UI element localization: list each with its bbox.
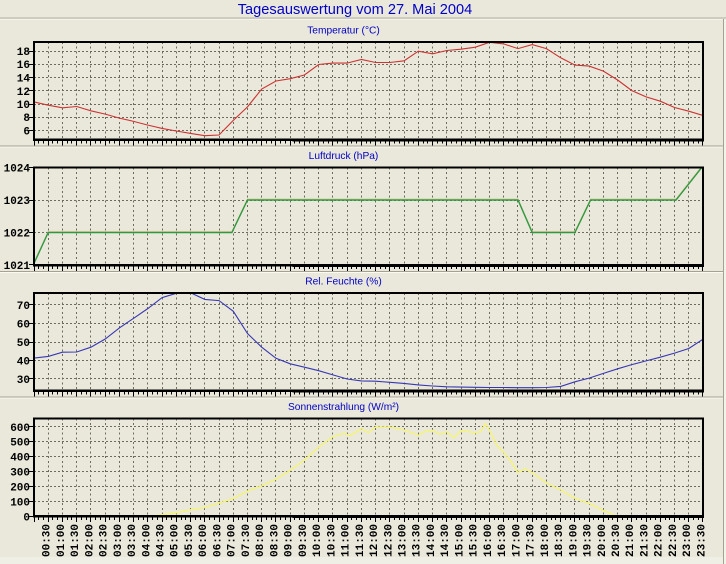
svg-text:1023: 1023 [4,196,31,208]
svg-text:14: 14 [17,74,31,86]
svg-text:07:30: 07:30 [241,524,253,557]
svg-text:500: 500 [10,438,30,450]
svg-text:09:00: 09:00 [284,524,296,557]
svg-text:22:00: 22:00 [654,524,666,557]
svg-text:15:30: 15:30 [469,524,481,557]
svg-text:1022: 1022 [4,228,30,240]
svg-text:06:30: 06:30 [212,524,224,557]
svg-text:10:30: 10:30 [326,524,338,557]
svg-text:60: 60 [17,319,30,331]
svg-text:16:30: 16:30 [497,524,509,557]
svg-text:14:30: 14:30 [440,524,452,557]
svg-text:300: 300 [10,468,30,480]
svg-text:12:00: 12:00 [369,524,381,557]
svg-text:100: 100 [10,497,30,509]
svg-text:18:30: 18:30 [554,524,566,557]
svg-text:12:30: 12:30 [383,524,395,557]
svg-text:6: 6 [23,127,30,139]
svg-text:22:30: 22:30 [668,524,680,557]
svg-text:70: 70 [17,301,30,313]
svg-text:06:00: 06:00 [198,524,210,557]
svg-text:Sonnenstrahlung (W/m²): Sonnenstrahlung (W/m²) [288,402,399,413]
svg-text:23:00: 23:00 [682,524,694,557]
svg-text:18:00: 18:00 [540,524,552,557]
svg-text:Tagesauswertung vom 27. Mai 20: Tagesauswertung vom 27. Mai 2004 [238,2,472,18]
svg-text:03:30: 03:30 [127,524,139,557]
svg-text:21:30: 21:30 [640,524,652,557]
svg-text:20:00: 20:00 [597,524,609,557]
svg-text:Temperatur (°C): Temperatur (°C) [307,26,380,37]
svg-text:07:00: 07:00 [227,524,239,557]
svg-text:01:00: 01:00 [56,524,68,557]
svg-text:Rel. Feuchte (%): Rel. Feuchte (%) [305,277,381,288]
svg-text:11:30: 11:30 [355,524,367,557]
svg-text:1024: 1024 [4,163,31,175]
svg-text:14:00: 14:00 [426,524,438,557]
svg-text:05:30: 05:30 [184,524,196,557]
svg-text:8: 8 [23,113,30,125]
svg-text:09:30: 09:30 [298,524,310,557]
svg-text:03:00: 03:00 [113,524,125,557]
svg-text:05:00: 05:00 [170,524,182,557]
svg-text:10:00: 10:00 [312,524,324,557]
svg-text:08:00: 08:00 [255,524,267,557]
svg-text:19:00: 19:00 [568,524,580,557]
svg-text:02:00: 02:00 [84,524,96,557]
svg-text:20:30: 20:30 [611,524,623,557]
svg-text:40: 40 [17,356,30,368]
svg-text:18: 18 [17,47,31,59]
svg-text:50: 50 [17,338,30,350]
svg-text:13:00: 13:00 [398,524,410,557]
svg-text:00:30: 00:30 [42,524,54,557]
svg-text:600: 600 [10,423,30,435]
svg-text:17:30: 17:30 [526,524,538,557]
svg-text:19:30: 19:30 [583,524,595,557]
svg-text:17:00: 17:00 [511,524,523,557]
svg-text:16: 16 [17,60,30,72]
svg-text:01:30: 01:30 [70,524,82,557]
svg-text:08:30: 08:30 [269,524,281,557]
svg-text:10: 10 [17,100,30,112]
svg-text:11:00: 11:00 [341,524,353,557]
svg-text:200: 200 [10,483,30,495]
svg-text:16:00: 16:00 [483,524,495,557]
svg-text:13:30: 13:30 [412,524,424,557]
svg-text:0: 0 [23,512,30,524]
svg-text:23:30: 23:30 [696,524,708,557]
svg-text:1021: 1021 [4,261,31,273]
svg-text:02:30: 02:30 [99,524,111,557]
svg-text:12: 12 [17,87,30,99]
svg-text:04:00: 04:00 [141,524,153,557]
svg-text:400: 400 [10,453,30,465]
svg-text:30: 30 [17,375,30,387]
svg-text:Luftdruck (hPa): Luftdruck (hPa) [309,151,379,162]
svg-text:04:30: 04:30 [156,524,168,557]
svg-text:21:00: 21:00 [625,524,637,557]
svg-text:15:00: 15:00 [454,524,466,557]
